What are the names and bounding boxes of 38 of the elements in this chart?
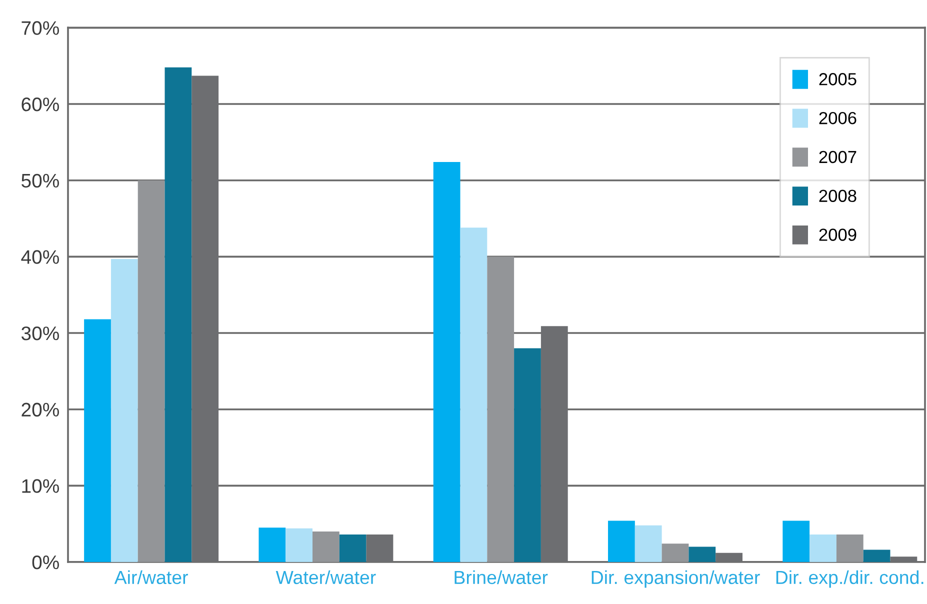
legend-label: 2008 — [819, 190, 856, 202]
y-tick-label: 50% — [22, 174, 59, 188]
bar — [460, 228, 488, 562]
bar — [608, 520, 635, 562]
y-tick-label: 0% — [32, 555, 59, 570]
x-tick-label: Dir. expansion/water — [592, 570, 760, 588]
bar — [810, 534, 836, 562]
legend-label: 2007 — [819, 150, 856, 164]
y-tick-label: 60% — [22, 97, 59, 112]
x-tick-label: Brine/water — [454, 570, 548, 584]
y-tick-label: 70% — [22, 21, 59, 35]
y-tick-label: 10% — [22, 479, 59, 493]
y-tick-label: 40% — [21, 250, 59, 264]
bar — [110, 258, 138, 562]
bar — [258, 528, 286, 562]
legend-label: 2005 — [819, 73, 856, 86]
x-tick-label: Air/water — [114, 570, 188, 584]
bar — [782, 520, 810, 562]
bar — [84, 319, 111, 562]
x-tick-label: Water/water — [276, 570, 376, 584]
x-tick-label: Dir. exp./dir. cond. — [776, 570, 924, 588]
legend-label: 2009 — [819, 228, 856, 241]
bar — [662, 544, 689, 562]
bar — [164, 67, 192, 562]
bar — [514, 348, 541, 562]
bar — [433, 162, 460, 562]
bar — [138, 180, 165, 562]
bar — [634, 525, 662, 562]
bar — [836, 534, 864, 562]
y-tick-label: 30% — [21, 326, 59, 340]
bar — [487, 256, 514, 562]
bar — [688, 546, 716, 562]
legend-label: 2006 — [819, 112, 856, 124]
bar — [863, 550, 890, 562]
bar — [286, 528, 313, 562]
bar — [312, 531, 340, 562]
bar — [339, 534, 366, 562]
y-tick-label: 20% — [22, 402, 59, 417]
